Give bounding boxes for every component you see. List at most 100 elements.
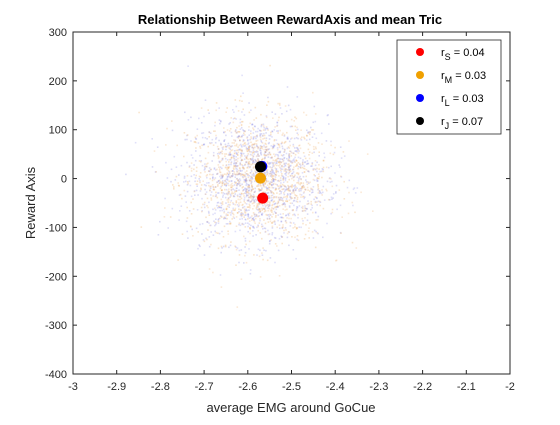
cloud-point xyxy=(259,184,262,187)
cloud-point xyxy=(308,133,311,136)
cloud-point xyxy=(235,144,238,147)
x-tick-label: -2.2 xyxy=(413,381,432,393)
cloud-point xyxy=(282,132,284,135)
cloud-point xyxy=(203,166,206,169)
cloud-point xyxy=(247,143,249,146)
cloud-point xyxy=(267,214,269,216)
cloud-point xyxy=(268,151,271,154)
cloud-point xyxy=(250,175,252,178)
cloud-point xyxy=(155,171,157,173)
cloud-point xyxy=(294,189,297,192)
x-tick-label: -2.8 xyxy=(151,381,170,393)
cloud-point xyxy=(270,199,273,202)
cloud-point xyxy=(206,138,208,140)
cloud-point xyxy=(339,231,342,234)
cloud-point xyxy=(294,223,296,226)
cloud-point xyxy=(284,173,286,175)
cloud-point xyxy=(250,200,253,202)
cloud-point xyxy=(240,249,243,251)
cloud-point xyxy=(284,196,287,198)
cloud-point xyxy=(216,196,219,199)
cloud-point xyxy=(263,126,265,129)
cloud-point xyxy=(268,240,271,243)
cloud-point xyxy=(303,186,306,188)
cloud-point xyxy=(311,188,314,190)
cloud-point xyxy=(243,189,245,191)
cloud-point xyxy=(212,213,214,216)
cloud-point xyxy=(247,216,250,218)
cloud-point xyxy=(232,167,235,169)
cloud-point xyxy=(234,173,236,175)
cloud-point xyxy=(264,151,267,153)
cloud-point xyxy=(247,139,249,141)
cloud-point xyxy=(190,167,193,170)
cloud-point xyxy=(304,188,307,191)
cloud-point xyxy=(287,165,290,168)
y-axis-label: Reward Axis xyxy=(23,166,38,239)
cloud-point xyxy=(264,183,266,185)
cloud-point xyxy=(272,213,274,215)
cloud-point xyxy=(308,132,310,134)
cloud-point xyxy=(252,160,254,163)
cloud-point xyxy=(199,147,202,149)
cloud-point xyxy=(237,137,240,139)
cloud-point xyxy=(248,220,251,222)
series-markers xyxy=(255,160,269,204)
cloud-point xyxy=(277,119,280,122)
cloud-point xyxy=(254,142,256,145)
cloud-point xyxy=(221,230,223,233)
cloud-point xyxy=(262,182,264,185)
cloud-point xyxy=(329,152,332,155)
cloud-point xyxy=(240,153,243,155)
cloud-point xyxy=(288,154,290,157)
cloud-point xyxy=(355,247,358,249)
cloud-point xyxy=(241,159,244,161)
cloud-point xyxy=(227,197,230,199)
cloud-point xyxy=(281,183,284,186)
cloud-point xyxy=(195,183,198,185)
cloud-point xyxy=(190,116,192,119)
cloud-point xyxy=(295,159,297,161)
cloud-point xyxy=(222,146,225,148)
cloud-point xyxy=(234,181,236,183)
cloud-point xyxy=(195,166,198,169)
cloud-point xyxy=(310,208,312,211)
cloud-point xyxy=(239,139,241,142)
cloud-point xyxy=(203,143,205,146)
cloud-point xyxy=(170,180,172,183)
cloud-point xyxy=(249,153,252,156)
cloud-point xyxy=(265,115,268,117)
cloud-point xyxy=(295,195,298,197)
cloud-point xyxy=(240,212,242,215)
cloud-point xyxy=(235,246,237,248)
cloud-point xyxy=(221,175,224,178)
cloud-point xyxy=(314,201,317,204)
cloud-point xyxy=(272,221,274,223)
cloud-point xyxy=(318,175,320,178)
cloud-point xyxy=(267,148,269,150)
cloud-point xyxy=(245,208,247,211)
cloud-point xyxy=(232,203,235,205)
cloud-point xyxy=(190,175,193,178)
cloud-point xyxy=(236,152,238,155)
cloud-point xyxy=(297,181,300,184)
cloud-point xyxy=(261,223,263,226)
cloud-point xyxy=(304,233,307,236)
cloud-point xyxy=(206,220,209,223)
cloud-point xyxy=(229,220,231,223)
cloud-point xyxy=(304,207,307,210)
cloud-point xyxy=(236,149,239,151)
cloud-point xyxy=(215,194,217,196)
cloud-point xyxy=(301,162,304,164)
cloud-point xyxy=(258,129,261,132)
cloud-point xyxy=(282,188,284,191)
cloud-point xyxy=(240,215,243,218)
cloud-point xyxy=(264,155,266,157)
cloud-point xyxy=(260,150,262,152)
cloud-point xyxy=(332,193,335,195)
cloud-point xyxy=(284,185,286,188)
cloud-point xyxy=(251,219,253,221)
cloud-point xyxy=(267,191,270,194)
cloud-point xyxy=(293,187,296,189)
cloud-point xyxy=(316,170,318,173)
